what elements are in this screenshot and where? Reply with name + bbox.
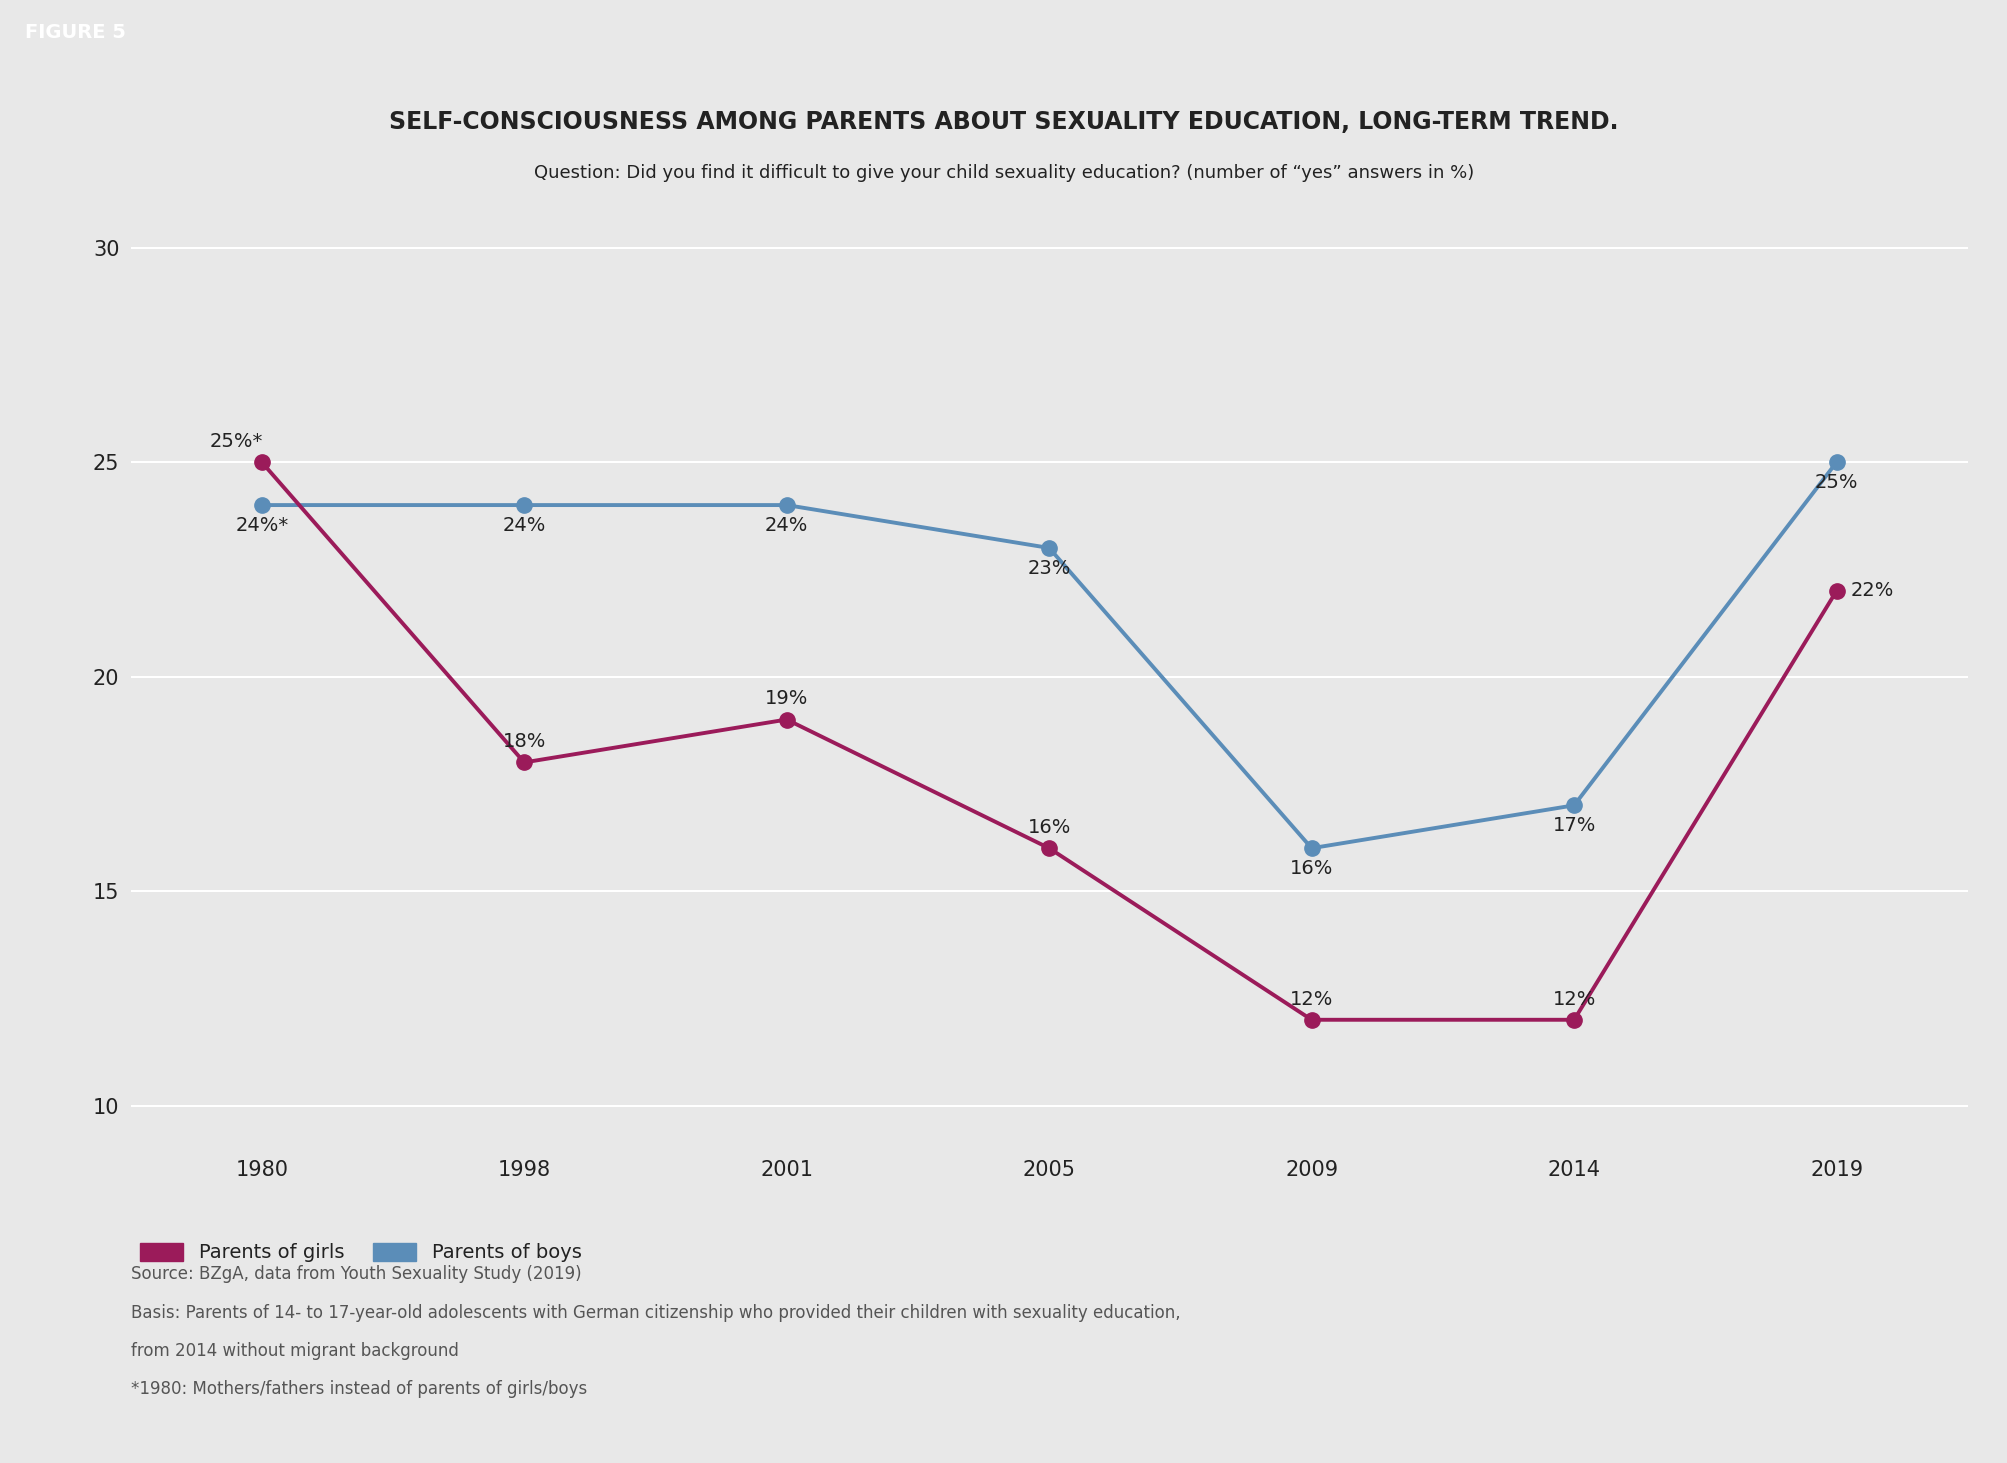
Text: 12%: 12% xyxy=(1551,989,1596,1008)
Text: SELF-CONSCIOUSNESS AMONG PARENTS ABOUT SEXUALITY EDUCATION, LONG-TERM TREND.: SELF-CONSCIOUSNESS AMONG PARENTS ABOUT S… xyxy=(389,110,1618,133)
Text: Source: BZgA, data from Youth Sexuality Study (2019): Source: BZgA, data from Youth Sexuality … xyxy=(130,1265,580,1283)
Text: 17%: 17% xyxy=(1551,816,1596,835)
Text: FIGURE 5: FIGURE 5 xyxy=(24,23,126,42)
Text: 24%*: 24%* xyxy=(235,516,289,535)
Text: 16%: 16% xyxy=(1288,859,1333,878)
Text: 16%: 16% xyxy=(1028,818,1070,837)
Text: 23%: 23% xyxy=(1028,559,1070,578)
Text: Basis: Parents of 14- to 17-year-old adolescents with German citizenship who pro: Basis: Parents of 14- to 17-year-old ado… xyxy=(130,1304,1180,1321)
Text: Question: Did you find it difficult to give your child sexuality education? (num: Question: Did you find it difficult to g… xyxy=(534,164,1473,181)
Text: 25%*: 25%* xyxy=(211,432,263,451)
Text: 12%: 12% xyxy=(1288,989,1333,1008)
Text: 25%: 25% xyxy=(1814,474,1856,492)
Text: 22%: 22% xyxy=(1850,581,1893,600)
Legend: Parents of girls, Parents of boys: Parents of girls, Parents of boys xyxy=(140,1244,582,1263)
Text: 19%: 19% xyxy=(765,689,809,708)
Text: 24%: 24% xyxy=(502,516,546,535)
Text: 24%: 24% xyxy=(765,516,809,535)
Text: *1980: Mothers/fathers instead of parents of girls/boys: *1980: Mothers/fathers instead of parent… xyxy=(130,1380,586,1397)
Text: from 2014 without migrant background: from 2014 without migrant background xyxy=(130,1342,458,1359)
Text: 18%: 18% xyxy=(502,733,546,752)
